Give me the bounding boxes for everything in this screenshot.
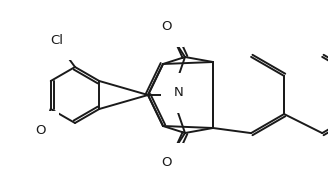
Text: Cl: Cl — [51, 33, 64, 46]
Text: O: O — [35, 124, 46, 137]
Text: O: O — [161, 156, 171, 170]
Text: O: O — [161, 21, 171, 33]
Text: N: N — [174, 87, 184, 99]
